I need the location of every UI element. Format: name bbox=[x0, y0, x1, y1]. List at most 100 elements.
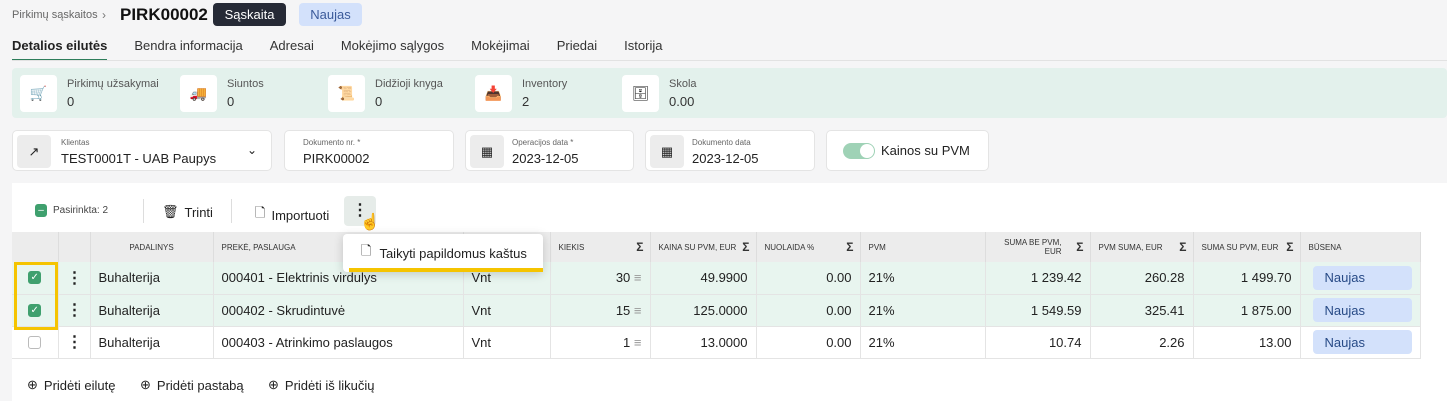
import-button[interactable]: 🗋 Importuoti bbox=[255, 204, 329, 226]
more-actions-button[interactable]: ⋮ bbox=[344, 196, 376, 226]
delete-label: Trinti bbox=[184, 204, 213, 220]
header-label: SUMA SU PVM, EUR bbox=[1201, 242, 1279, 252]
stat-inventory[interactable]: 📥 Inventory 2 bbox=[475, 75, 567, 112]
cell-busena: Naujas bbox=[1300, 262, 1421, 295]
calendar-icon[interactable]: ▦ bbox=[650, 135, 684, 168]
kiekis-value: 15 bbox=[615, 302, 631, 318]
cell-kiekis[interactable]: 15 ≡ bbox=[550, 294, 651, 327]
add-line-button[interactable]: ⊕ Pridėti eilutę bbox=[27, 377, 115, 393]
kebab-icon: ⋮ bbox=[352, 202, 368, 219]
table-row[interactable]: ⋮ Buhalterija 000403 - Atrinkimo paslaugo… bbox=[12, 326, 1421, 359]
row-menu-kebab-icon[interactable]: ⋮ bbox=[58, 262, 91, 295]
header-busena[interactable]: BŪSENA bbox=[1300, 232, 1421, 262]
tab-priedai[interactable]: Priedai bbox=[556, 38, 598, 53]
row-menu-kebab-icon[interactable]: ⋮ bbox=[58, 326, 91, 359]
tab-mokejimai[interactable]: Mokėjimai bbox=[471, 38, 530, 53]
stat-debt[interactable]: 🗄 Skola 0.00 bbox=[622, 75, 697, 112]
cell-kiekis[interactable]: 30 ≡ bbox=[550, 262, 651, 295]
tab-adresai[interactable]: Adresai bbox=[269, 38, 314, 53]
doc-no-value: PIRK00002 bbox=[303, 151, 370, 166]
add-from-stock-label: Pridėti iš likučių bbox=[284, 377, 375, 393]
stat-value: 0.00 bbox=[669, 94, 695, 109]
status-badge: Naujas bbox=[299, 3, 362, 26]
delete-button[interactable]: 🗑 Trinti bbox=[162, 204, 213, 220]
header-label: PVM SUMA, EUR bbox=[1098, 242, 1163, 252]
row-checkbox-cell bbox=[12, 326, 59, 359]
tab-istorija[interactable]: Istorija bbox=[624, 38, 663, 53]
selected-count[interactable]: – Pasirinkta: 2 bbox=[35, 204, 108, 217]
trash-icon: 🗑 bbox=[162, 204, 179, 219]
row-checkbox[interactable]: ✓ bbox=[28, 303, 42, 317]
row-status-badge: Naujas bbox=[1312, 330, 1412, 354]
stat-label: Pirkimų užsakymai bbox=[67, 78, 159, 90]
sigma-icon[interactable]: Σ bbox=[742, 240, 750, 254]
header-padalinys[interactable]: PADALINYS bbox=[90, 232, 214, 262]
client-select[interactable]: ↗ Klientas TEST0001T - UAB Paupys ⌄ bbox=[12, 130, 272, 171]
drag-lines-icon: ≡ bbox=[633, 334, 642, 350]
row-checkbox[interactable]: ✓ bbox=[28, 271, 42, 285]
add-note-button[interactable]: ⊕ Pridėti pastabą bbox=[140, 377, 244, 393]
client-value: TEST0001T - UAB Paupys bbox=[61, 151, 217, 166]
cell-kaina: 125.0000 bbox=[650, 294, 757, 327]
import-label: Importuoti bbox=[271, 207, 330, 223]
cell-padalinys: Buhalterija bbox=[90, 326, 214, 359]
kiekis-value: 30 bbox=[615, 270, 631, 286]
inbox-icon: 📥 bbox=[475, 75, 512, 112]
lines-table: PADALINYS PREKĖ, PASLAUGA KIEKIS Σ KAINA … bbox=[12, 232, 1421, 359]
cell-padalinys: Buhalterija bbox=[90, 294, 214, 327]
stat-ledger[interactable]: 📜 Didžioji knyga 0 bbox=[328, 75, 443, 112]
cell-nuolaida: 0.00 bbox=[756, 326, 861, 359]
cell-pvm-suma: 325.41 bbox=[1090, 294, 1194, 327]
sigma-icon[interactable]: Σ bbox=[1286, 240, 1294, 254]
cell-pvm: 21% bbox=[860, 262, 986, 295]
minus-checkbox-icon[interactable]: – bbox=[35, 204, 47, 217]
vat-prices-toggle-card: Kainos su PVM bbox=[826, 130, 989, 171]
sigma-icon[interactable]: Σ bbox=[636, 240, 644, 254]
cell-kiekis[interactable]: 1 ≡ bbox=[550, 326, 651, 359]
stats-bar: 🛒 Pirkimų užsakymai 0 🚚 Siuntos 0 📜 Didžioji … bbox=[12, 68, 1447, 118]
header-label: NUOLAIDA % bbox=[764, 242, 815, 252]
sigma-icon[interactable]: Σ bbox=[846, 240, 854, 254]
operation-date-field[interactable]: ▦ Operacijos data * 2023-12-05 bbox=[465, 130, 634, 171]
vat-toggle[interactable] bbox=[843, 143, 875, 159]
cell-busena: Naujas bbox=[1300, 294, 1421, 327]
sigma-icon[interactable]: Σ bbox=[1179, 240, 1187, 254]
tab-detalios-eilutes[interactable]: Detalios eilutės bbox=[12, 38, 108, 61]
tab-mokejimo-salygos[interactable]: Mokėjimo sąlygos bbox=[340, 38, 445, 53]
tab-bendra-informacija[interactable]: Bendra informacija bbox=[134, 38, 243, 53]
cell-pvm-suma: 260.28 bbox=[1090, 262, 1194, 295]
ledger-icon: 📜 bbox=[328, 75, 365, 112]
tab-bar: Detalios eilutės Bendra informacija Adre… bbox=[12, 38, 689, 61]
truck-icon: 🚚 bbox=[180, 75, 217, 112]
hand-cursor-icon: ☝ bbox=[360, 214, 380, 231]
header-pvm[interactable]: PVM bbox=[860, 232, 986, 262]
header-pvm-suma[interactable]: PVM SUMA, EUR Σ bbox=[1090, 232, 1194, 262]
cart-icon: 🛒 bbox=[20, 75, 57, 112]
menu-item-apply-extra-costs[interactable]: Taikyti papildomus kaštus bbox=[379, 245, 527, 261]
header-label: KIEKIS bbox=[558, 242, 585, 252]
cell-nuolaida: 0.00 bbox=[756, 294, 861, 327]
sigma-icon[interactable]: Σ bbox=[1076, 240, 1084, 254]
header-kiekis[interactable]: KIEKIS Σ bbox=[550, 232, 651, 262]
header-suma-su[interactable]: SUMA SU PVM, EUR Σ bbox=[1193, 232, 1301, 262]
stat-label: Siuntos bbox=[227, 78, 264, 90]
header-nuolaida[interactable]: NUOLAIDA % Σ bbox=[756, 232, 861, 262]
calendar-icon[interactable]: ▦ bbox=[470, 135, 504, 168]
table-row[interactable]: ✓ ⋮ Buhalterija 000401 - Elektrinis virdu… bbox=[12, 262, 1421, 295]
row-checkbox[interactable] bbox=[28, 335, 42, 349]
doc-date-value: 2023-12-05 bbox=[692, 151, 759, 166]
table-row[interactable]: ✓ ⋮ Buhalterija 000402 - Skrudintuvė Vnt 1… bbox=[12, 294, 1421, 327]
header-kaina[interactable]: KAINA SU PVM, EUR Σ bbox=[650, 232, 757, 262]
header-suma-be[interactable]: SUMA BE PVM, EUR Σ bbox=[985, 232, 1091, 262]
stat-shipments[interactable]: 🚚 Siuntos 0 bbox=[180, 75, 264, 112]
stat-purchase-orders[interactable]: 🛒 Pirkimų užsakymai 0 bbox=[20, 75, 159, 112]
cell-suma-su: 1 499.70 bbox=[1193, 262, 1301, 295]
row-menu-kebab-icon[interactable]: ⋮ bbox=[58, 294, 91, 327]
header-label: SUMA BE PVM, EUR bbox=[1004, 238, 1062, 256]
document-date-field[interactable]: ▦ Dokumento data 2023-12-05 bbox=[645, 130, 815, 171]
stat-value: 0 bbox=[67, 94, 75, 109]
document-number-field[interactable]: Dokumento nr. * PIRK00002 bbox=[284, 130, 454, 171]
add-from-stock-button[interactable]: ⊕ Pridėti iš likučių bbox=[268, 377, 375, 393]
external-link-icon[interactable]: ↗ bbox=[17, 135, 51, 168]
breadcrumb-parent[interactable]: Pirkimų sąskaitos bbox=[12, 9, 98, 21]
